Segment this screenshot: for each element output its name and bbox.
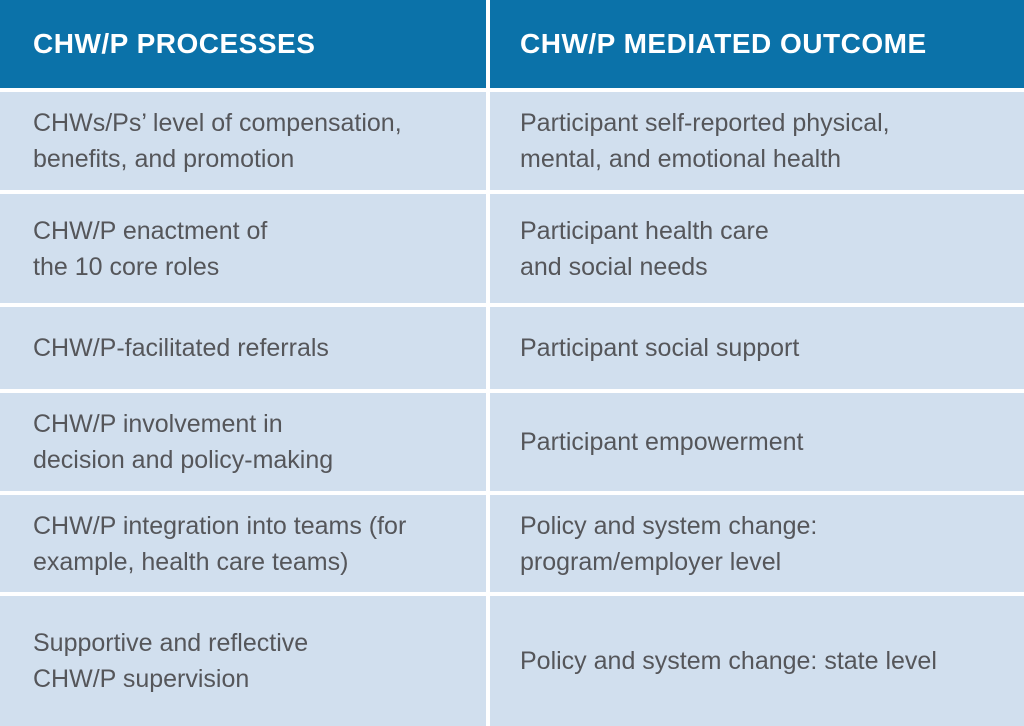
process-cell-supervision: Supportive and reflective CHW/P supervis… bbox=[0, 596, 486, 726]
process-cell-decision-policy-making: CHW/P involvement in decision and policy… bbox=[0, 393, 486, 491]
column-header-processes: CHW/P PROCESSES bbox=[0, 0, 486, 88]
process-cell-compensation: CHWs/Ps’ level of compensation, benefits… bbox=[0, 92, 486, 190]
outcome-cell-self-reported-health: Participant self-reported physical, ment… bbox=[490, 92, 1024, 190]
column-header-mediated-outcome: CHW/P MEDIATED OUTCOME bbox=[490, 0, 1024, 88]
outcome-cell-social-support: Participant social support bbox=[490, 307, 1024, 389]
outcome-cell-health-care-social-needs: Participant health care and social needs bbox=[490, 194, 1024, 303]
process-cell-facilitated-referrals: CHW/P-facilitated referrals bbox=[0, 307, 486, 389]
outcome-cell-program-employer-change: Policy and system change: program/employ… bbox=[490, 495, 1024, 592]
process-cell-team-integration: CHW/P integration into teams (for exampl… bbox=[0, 495, 486, 592]
outcome-cell-empowerment: Participant empowerment bbox=[490, 393, 1024, 491]
outcome-cell-state-level-change: Policy and system change: state level bbox=[490, 596, 1024, 726]
process-cell-core-roles: CHW/P enactment of the 10 core roles bbox=[0, 194, 486, 303]
